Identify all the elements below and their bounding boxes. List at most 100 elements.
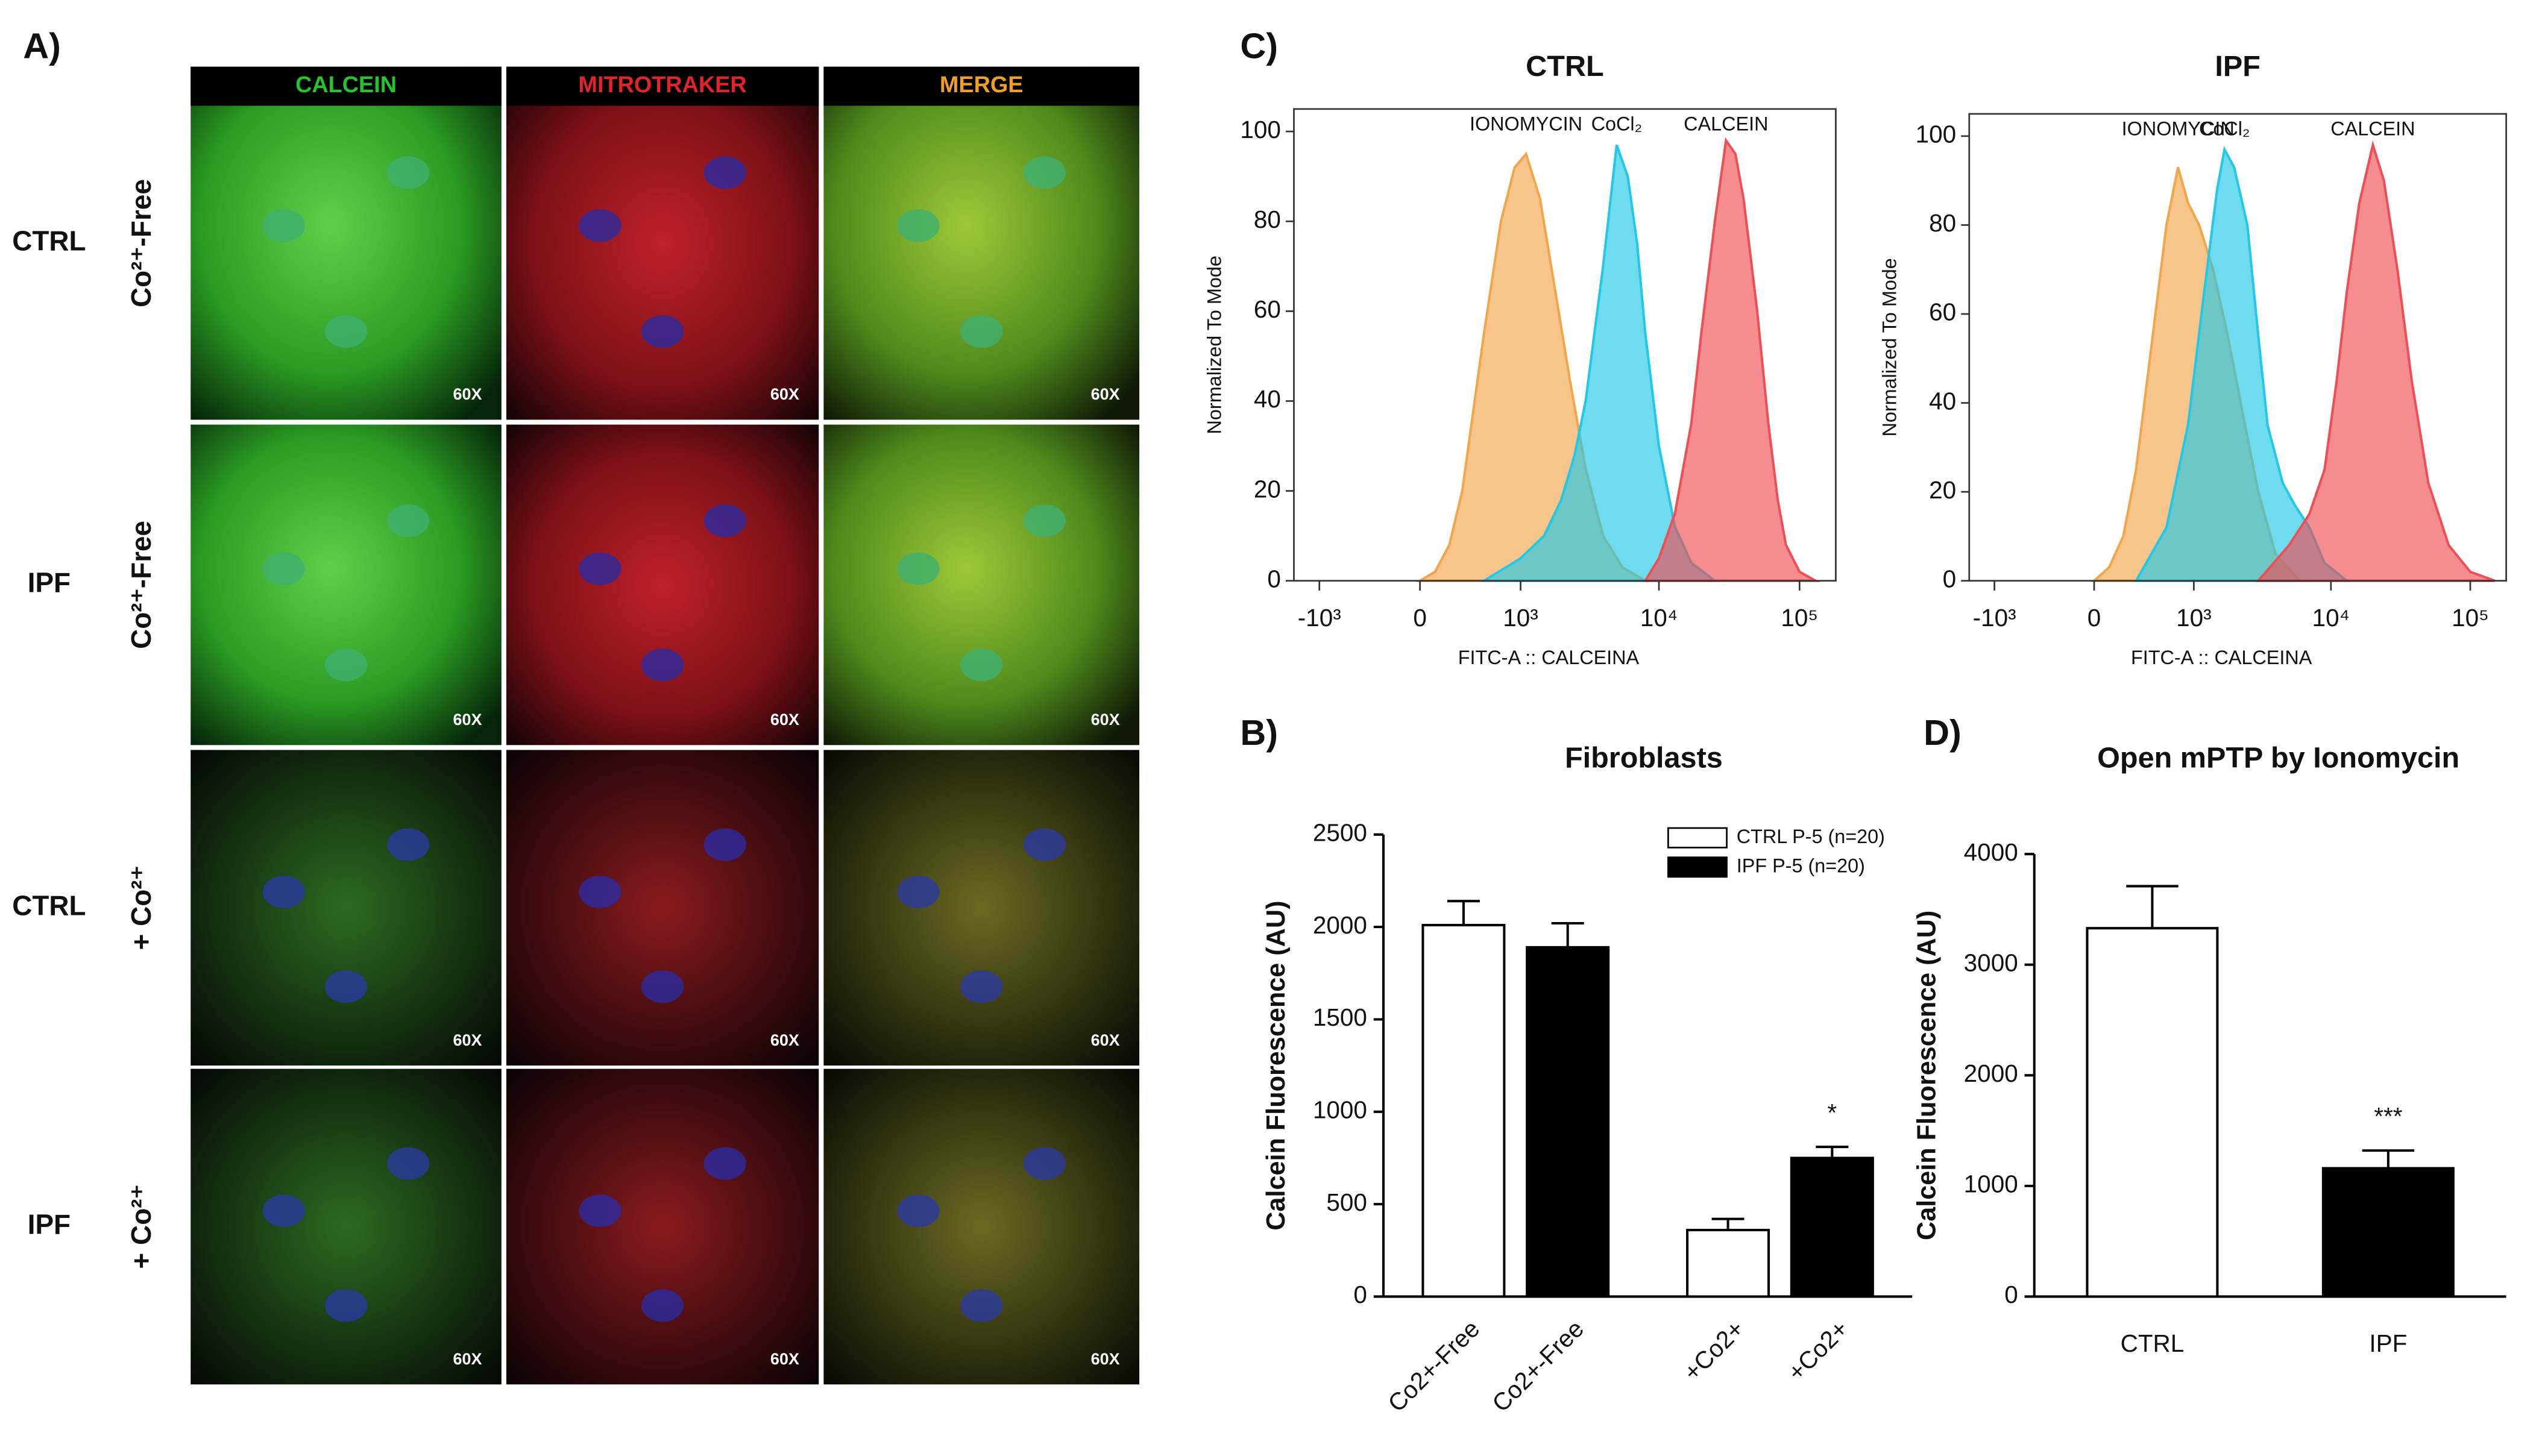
magnification: 60X [770, 711, 799, 729]
nucleus [579, 876, 621, 909]
row-group: IPF [28, 1209, 71, 1240]
micrograph [823, 750, 1140, 1066]
magnification: 60X [1091, 385, 1120, 403]
nucleus [897, 552, 940, 585]
plot-frame [1293, 108, 1837, 582]
x-tick-label: +Co2+ [1678, 1314, 1749, 1385]
magnification: 60X [1091, 1031, 1120, 1049]
chart-title: IPF [2215, 50, 2261, 83]
panel-label: A) [23, 26, 61, 66]
nucleus [262, 1194, 306, 1228]
micrograph [190, 750, 502, 1066]
y-tick-label: 1500 [1313, 1003, 1367, 1031]
row-condition: + Co²⁺ [125, 1184, 157, 1269]
bar [1526, 946, 1610, 1298]
nucleus [703, 828, 746, 861]
legend-swatch [1667, 856, 1728, 878]
histogram-area [1643, 137, 1820, 582]
y-axis-label: Calcein Fluorescence (AU) [1262, 901, 1291, 1231]
y-tick-label: 1000 [1313, 1096, 1367, 1124]
nucleus [262, 876, 306, 909]
nucleus [960, 648, 1003, 682]
nucleus [324, 315, 368, 348]
y-axis-label: Normalized To Mode [1879, 258, 1901, 436]
x-tick-label: 10⁴ [2312, 604, 2350, 632]
y-tick-label: 500 [1326, 1188, 1367, 1216]
legend-swatch [1667, 827, 1728, 849]
y-tick-label: 3000 [1964, 949, 2018, 976]
significance: * [1827, 1099, 1837, 1126]
y-tick-label: 2500 [1313, 819, 1367, 847]
y-tick-label: 20 [1929, 476, 1956, 504]
legend-label: CTRL P-5 (n=20) [1737, 826, 1885, 847]
legend-label: IPF P-5 (n=20) [1737, 855, 1865, 876]
series-label: CALCEIN [2330, 118, 2415, 140]
chart-title: Open mPTP by Ionomycin [2097, 741, 2459, 774]
magnification: 60X [1091, 1350, 1120, 1368]
y-tick-label: 0 [2004, 1281, 2018, 1308]
micrograph [823, 1068, 1140, 1385]
nucleus [324, 648, 368, 682]
micrograph [190, 1068, 502, 1385]
y-tick-label: 0 [1267, 565, 1281, 592]
histogram-area [2255, 140, 2496, 582]
y-tick-label: 40 [1254, 385, 1281, 413]
x-tick-label: Co2+-Free [1487, 1314, 1589, 1417]
nucleus [1023, 504, 1066, 538]
nucleus [1023, 1147, 1066, 1180]
nucleus [324, 970, 368, 1003]
x-tick-label: -10³ [1973, 604, 2016, 632]
x-tick-label: 10⁵ [1781, 604, 1818, 632]
series-label: IONOMYCIN [1470, 113, 1582, 134]
row-group: CTRL [12, 225, 86, 257]
error-bar [1816, 1146, 1849, 1158]
nucleus [262, 552, 306, 585]
column-title: CALCEIN [295, 72, 397, 98]
nucleus [960, 1289, 1003, 1322]
micrograph [823, 424, 1140, 745]
column-title: MITROTRAKER [579, 72, 747, 98]
nucleus [703, 1147, 746, 1180]
magnification: 60X [453, 1350, 482, 1368]
y-tick-label: 0 [1943, 565, 1957, 592]
x-tick-label: 10³ [1503, 604, 1538, 632]
nucleus [387, 504, 430, 538]
nucleus [641, 315, 684, 348]
x-tick-label: 10³ [2176, 604, 2212, 632]
row-condition: Co²⁺-Free [125, 179, 157, 307]
y-tick-label: 100 [1240, 116, 1281, 143]
y-axis-label: Calcein Fluorescence (AU) [1913, 911, 1942, 1240]
error-bar [1551, 921, 1584, 947]
row-group: IPF [28, 567, 71, 598]
magnification: 60X [453, 385, 482, 403]
row-condition: Co²⁺-Free [125, 521, 157, 649]
error-bar [2126, 885, 2179, 929]
micrograph [190, 424, 502, 745]
panel-label: D) [1924, 712, 1962, 753]
y-tick-label: 20 [1254, 475, 1281, 503]
nucleus [579, 1194, 621, 1228]
magnification: 60X [453, 1031, 482, 1049]
bar [1790, 1156, 1874, 1298]
y-tick-label: 4000 [1964, 838, 2018, 866]
nucleus [641, 648, 684, 682]
micrograph [190, 66, 502, 420]
nucleus [387, 156, 430, 189]
magnification: 60X [453, 711, 482, 729]
x-tick-label: 10⁴ [1640, 604, 1678, 632]
magnification: 60X [1091, 711, 1120, 729]
column-header [190, 66, 502, 106]
error-bar [2362, 1149, 2415, 1169]
series-label: CoCl₂ [2199, 118, 2250, 140]
nucleus [960, 315, 1003, 348]
row-condition: + Co²⁺ [125, 865, 157, 950]
y-tick-label: 2000 [1313, 911, 1367, 939]
nucleus [897, 1194, 940, 1228]
y-tick-label: 0 [1353, 1281, 1367, 1308]
error-bar [1447, 900, 1480, 926]
x-tick-label: CTRL [2121, 1329, 2185, 1357]
nucleus [387, 828, 430, 861]
nucleus [641, 970, 684, 1003]
nucleus [1023, 156, 1066, 189]
chart-title: CTRL [1526, 50, 1604, 83]
